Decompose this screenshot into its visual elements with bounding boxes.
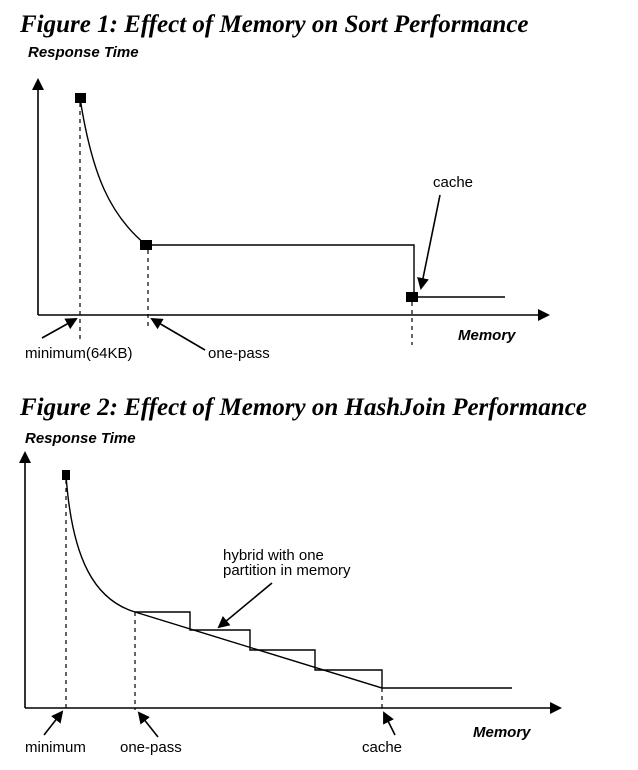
figure-2-cache-label: cache — [362, 739, 402, 756]
figure-2-minimum-marker — [62, 470, 70, 480]
figure-2-title: Figure 2: Effect of Memory on HashJoin P… — [19, 394, 587, 421]
figure-1: Figure 1: Effect of Memory on Sort Perfo… — [19, 11, 550, 362]
figure-1-title: Figure 1: Effect of Memory on Sort Perfo… — [19, 11, 529, 38]
figure-2-minimum-arrow — [43, 710, 64, 736]
figure-1-x-axis-label: Memory — [458, 327, 516, 344]
figure-2: Figure 2: Effect of Memory on HashJoin P… — [19, 394, 587, 756]
figure-2-one-pass-arrow — [137, 711, 159, 738]
figure-2-cache-arrow — [383, 711, 396, 736]
figure-1-minimum-marker — [75, 93, 86, 103]
figure-1-one-pass-arrow — [150, 317, 206, 351]
figure-2-response-curve — [65, 474, 512, 689]
figure-1-cache-label: cache — [433, 174, 473, 191]
figure-1-one-pass-marker — [140, 240, 152, 250]
figure-1-one-pass-label: one-pass — [208, 345, 270, 362]
figure-2-x-axis-label: Memory — [473, 724, 531, 741]
figure-2-hybrid-label-line1: hybrid with one — [223, 547, 324, 564]
figure-2-one-pass-label: one-pass — [120, 739, 182, 756]
figure-1-minimum-label: minimum(64KB) — [25, 345, 133, 362]
figure-2-hybrid-label-line2: partition in memory — [223, 562, 351, 579]
figure-2-minimum-label: minimum — [25, 739, 86, 756]
figure-1-y-axis-label: Response Time — [28, 44, 139, 61]
figure-1-cache-marker — [406, 292, 418, 302]
figure-1-minimum-arrow — [41, 318, 78, 339]
figure-2-y-axis-label: Response Time — [25, 430, 136, 447]
figure-1-response-curve — [79, 97, 505, 298]
figure-2-hybrid-arrow — [217, 582, 273, 629]
figure-1-cache-arrow — [417, 194, 441, 290]
figure-2-hybrid-staircase — [135, 611, 383, 688]
